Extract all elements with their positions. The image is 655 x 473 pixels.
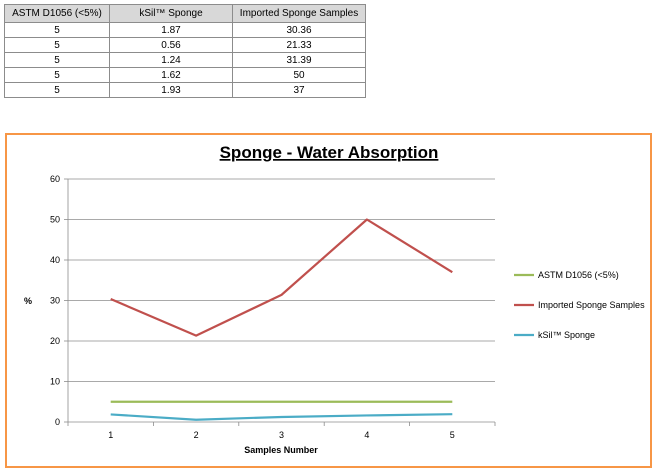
y-tick-label: 20 (50, 336, 60, 346)
x-axis-label: Samples Number (244, 445, 318, 455)
gridlines (64, 178, 495, 423)
y-axis-label: % (24, 296, 32, 306)
y-tick-label: 60 (50, 174, 60, 184)
y-axis-ticks: 0 10 20 30 40 50 60 (50, 174, 60, 427)
table-cell: 5 (4, 52, 110, 68)
table-cell: 50 (232, 67, 366, 83)
legend-label: Imported Sponge Samples (538, 300, 645, 310)
x-tick-label: 2 (194, 430, 199, 440)
table-row: 5 1.24 31.39 (4, 52, 366, 68)
y-tick-label: 30 (50, 296, 60, 306)
table-cell: 37 (232, 82, 366, 98)
series-line (110, 413, 453, 421)
y-tick-label: 0 (55, 417, 60, 427)
table-cell: 5 (4, 37, 110, 53)
data-table: ASTM D1056 (<5%) kSil™ Sponge Imported S… (4, 4, 366, 98)
series-line (110, 218, 453, 337)
table-cell: 5 (4, 82, 110, 98)
chart-title: Sponge - Water Absorption (220, 143, 439, 162)
column-header: Imported Sponge Samples (232, 4, 366, 23)
table-row: 5 0.56 21.33 (4, 37, 366, 53)
table-cell: 1.24 (109, 52, 233, 68)
chart-frame: Sponge - Water Absorption 0 10 20 30 40 50 60 … (5, 133, 652, 468)
x-tick-label: 3 (279, 430, 284, 440)
y-tick-label: 50 (50, 215, 60, 225)
table-row: 5 1.62 50 (4, 67, 366, 83)
x-axis-ticks: 1 2 3 4 5 (67, 422, 496, 440)
table-cell: 0.56 (109, 37, 233, 53)
legend-label: ASTM D1056 (<5%) (538, 270, 619, 280)
table-cell: 1.62 (109, 67, 233, 83)
column-header: kSil™ Sponge (109, 4, 233, 23)
table-cell: 30.36 (232, 22, 366, 38)
x-tick-label: 1 (108, 430, 113, 440)
y-tick-label: 40 (50, 255, 60, 265)
series-lines (110, 218, 453, 421)
table-cell: 1.93 (109, 82, 233, 98)
legend: ASTM D1056 (<5%) Imported Sponge Samples k… (514, 270, 645, 340)
x-tick-label: 4 (364, 430, 369, 440)
table-row: 5 1.87 30.36 (4, 22, 366, 38)
table-cell: 21.33 (232, 37, 366, 53)
column-header: ASTM D1056 (<5%) (4, 4, 110, 23)
table-header-row: ASTM D1056 (<5%) kSil™ Sponge Imported S… (4, 4, 366, 23)
table-cell: 1.87 (109, 22, 233, 38)
x-tick-label: 5 (450, 430, 455, 440)
table-cell: 5 (4, 22, 110, 38)
table-cell: 31.39 (232, 52, 366, 68)
table-row: 5 1.93 37 (4, 82, 366, 98)
y-tick-label: 10 (50, 377, 60, 387)
line-chart: Sponge - Water Absorption 0102030405060 … (24, 143, 645, 455)
legend-label: kSil™ Sponge (538, 330, 595, 340)
table-cell: 5 (4, 67, 110, 83)
